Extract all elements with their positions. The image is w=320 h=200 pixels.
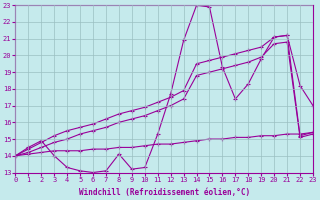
X-axis label: Windchill (Refroidissement éolien,°C): Windchill (Refroidissement éolien,°C) [79,188,250,197]
